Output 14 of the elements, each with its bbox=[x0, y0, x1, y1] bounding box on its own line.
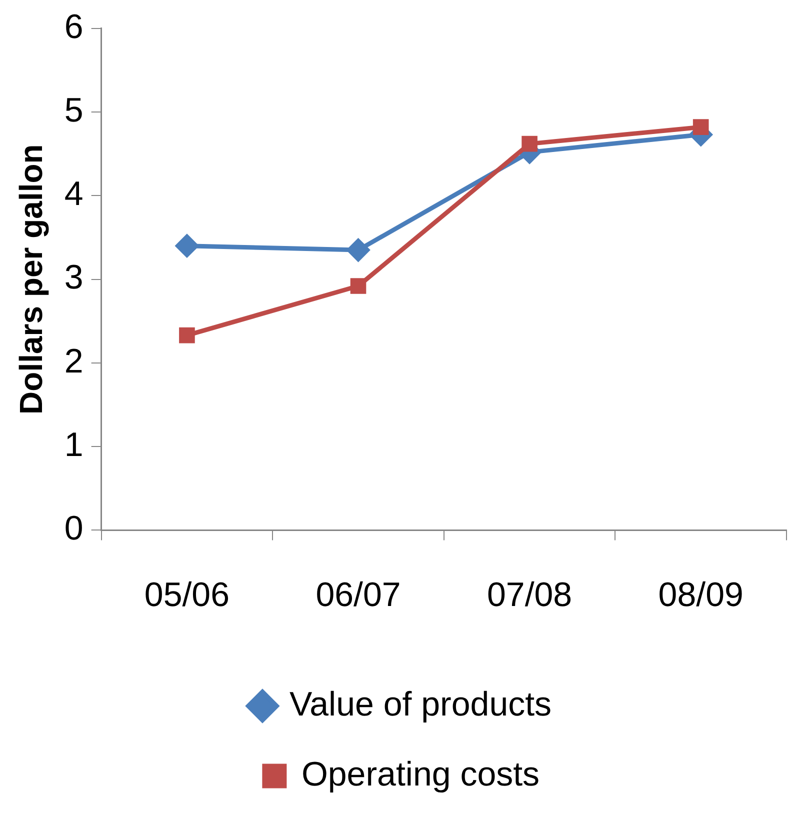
y-tick-label: 2 bbox=[64, 342, 84, 380]
x-tick-label: 07/08 bbox=[487, 576, 572, 614]
y-axis-title: Dollars per gallon bbox=[13, 144, 50, 414]
x-tick-label: 06/07 bbox=[316, 576, 401, 614]
x-tick-label: 08/09 bbox=[658, 576, 744, 614]
y-tick-label: 5 bbox=[64, 91, 84, 130]
y-tick-label: 1 bbox=[64, 426, 84, 464]
legend-label: Value of products bbox=[289, 685, 552, 724]
y-tick-label: 0 bbox=[64, 510, 84, 548]
y-tick-label: 4 bbox=[64, 175, 84, 214]
y-tick-label: 6 bbox=[64, 8, 84, 46]
legend-label: Operating costs bbox=[301, 755, 540, 794]
y-tick-label: 3 bbox=[64, 258, 84, 297]
x-tick-label: 05/06 bbox=[144, 576, 230, 614]
